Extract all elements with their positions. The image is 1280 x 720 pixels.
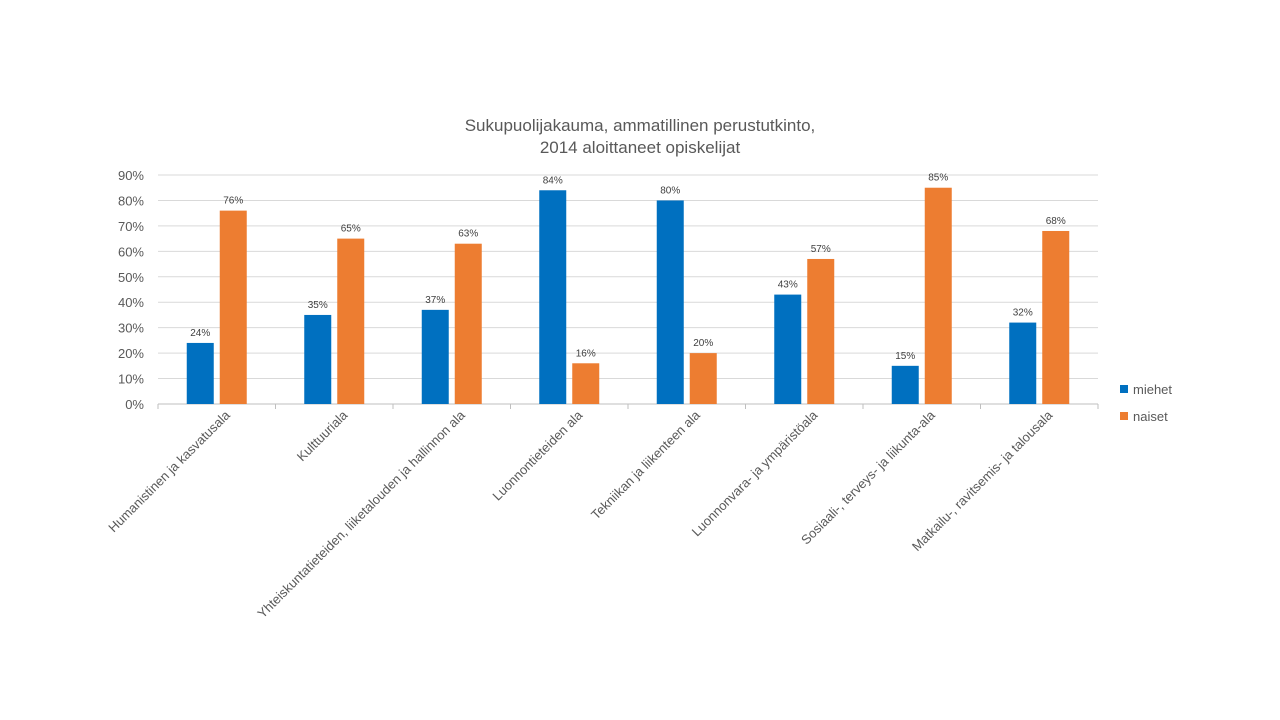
chart-title: Sukupuolijakauma, ammatillinen perustutk…: [465, 116, 816, 135]
category-label: Tekniikan ja liikenteen ala: [588, 407, 703, 522]
y-tick-label: 40%: [118, 295, 144, 310]
y-tick-label: 30%: [118, 321, 144, 336]
data-label-naiset: 20%: [693, 338, 713, 349]
category-label: Sosiaali-, terveys- ja liikunta-ala: [798, 407, 938, 547]
legend-label-naiset: naiset: [1133, 409, 1168, 424]
category-label: Kulttuuriala: [294, 407, 351, 464]
gridlines: [157, 174, 1099, 409]
category-label: Luonnonvara- ja ympäristöala: [689, 407, 821, 539]
data-label-miehet: 43%: [778, 280, 798, 291]
bar-miehet: [421, 309, 449, 404]
y-tick-label: 0%: [125, 397, 144, 412]
data-label-naiset: 16%: [576, 348, 596, 359]
data-label-naiset: 65%: [341, 224, 361, 235]
bar-naiset: [924, 187, 952, 404]
y-axis-ticks: 0% 10% 20% 30% 40% 50% 60% 70% 80% 90%: [118, 168, 144, 412]
data-label-miehet: 37%: [425, 295, 445, 306]
y-tick-label: 70%: [118, 219, 144, 234]
y-tick-label: 80%: [118, 193, 144, 208]
data-label-naiset: 68%: [1046, 216, 1066, 227]
x-axis-categories: Humanistinen ja kasvatusala KulttuurialaY…: [105, 407, 1056, 621]
data-labels: 24% 76% 35% 65% 37% 63% 84% 16% 80% 20% 43% 57% 15% 8…: [190, 173, 1066, 362]
category-label: Matkailu-, ravitsemis- ja talousala: [909, 407, 1056, 554]
y-tick-label: 60%: [118, 244, 144, 259]
y-tick-label: 90%: [118, 168, 144, 183]
bar-miehet: [1009, 322, 1037, 404]
bar-miehet: [304, 314, 332, 404]
bar-naiset: [689, 353, 717, 404]
data-label-miehet: 32%: [1013, 308, 1033, 319]
category-label: Yhteiskuntatieteiden, liiketalouden ja h…: [254, 407, 468, 621]
bar-naiset: [807, 258, 835, 404]
bar-naiset: [337, 238, 365, 404]
data-label-miehet: 15%: [895, 351, 915, 362]
bar-miehet: [186, 342, 214, 404]
legend-swatch-miehet: [1120, 385, 1128, 393]
bar-miehet: [891, 365, 919, 404]
legend: miehet naiset: [1120, 382, 1172, 424]
data-label-naiset: 76%: [223, 196, 243, 207]
category-label: Luonnontieteiden ala: [489, 407, 586, 504]
data-label-miehet: 84%: [543, 175, 563, 186]
data-label-naiset: 85%: [928, 173, 948, 184]
data-label-naiset: 63%: [458, 229, 478, 240]
legend-swatch-naiset: [1120, 412, 1128, 420]
bars: [186, 187, 1070, 404]
data-label-naiset: 57%: [811, 244, 831, 255]
bar-miehet: [656, 200, 684, 404]
y-tick-label: 50%: [118, 270, 144, 285]
bar-naiset: [572, 363, 600, 404]
bar-naiset: [219, 210, 247, 404]
bar-miehet: [774, 294, 802, 404]
chart-subtitle: 2014 aloittaneet opiskelijat: [540, 138, 741, 157]
bar-miehet: [539, 190, 567, 404]
bar-naiset: [454, 243, 482, 404]
bar-naiset: [1042, 230, 1070, 404]
y-tick-label: 20%: [118, 346, 144, 361]
data-label-miehet: 35%: [308, 300, 328, 311]
category-label: Humanistinen ja kasvatusala: [105, 407, 233, 535]
data-label-miehet: 24%: [190, 328, 210, 339]
legend-label-miehet: miehet: [1133, 382, 1172, 397]
y-tick-label: 10%: [118, 372, 144, 387]
data-label-miehet: 80%: [660, 185, 680, 196]
